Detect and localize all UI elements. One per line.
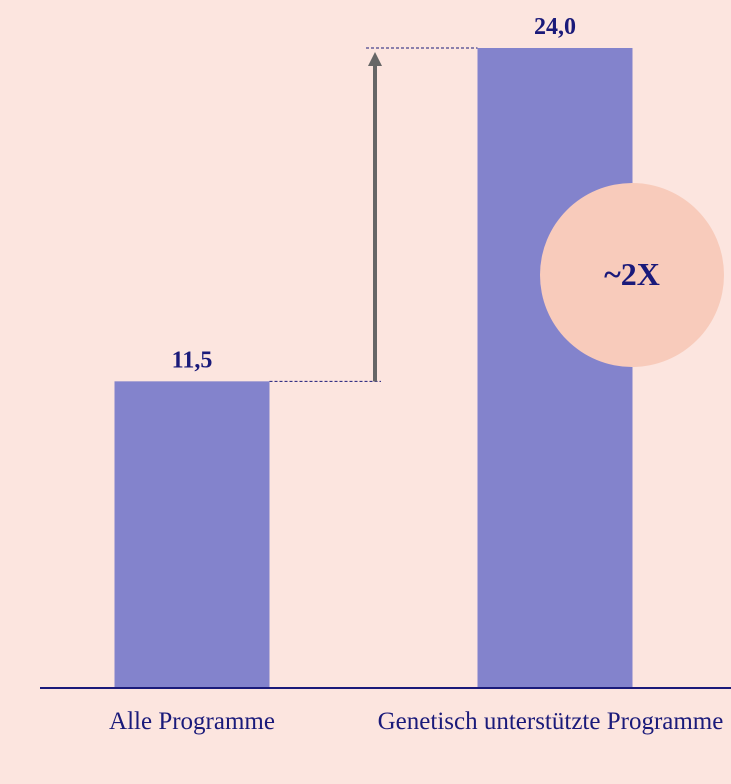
bar	[477, 48, 633, 688]
annotation-circle	[540, 183, 724, 367]
bar	[114, 381, 270, 688]
value-label: 24,0	[534, 14, 576, 40]
annotation: ~2X	[604, 256, 660, 292]
value-label: 11,5	[172, 347, 213, 373]
category-label: Genetisch unterstützte Programme	[377, 708, 724, 735]
category-label: Alle Programme	[109, 708, 275, 735]
arrow-head	[368, 52, 382, 66]
